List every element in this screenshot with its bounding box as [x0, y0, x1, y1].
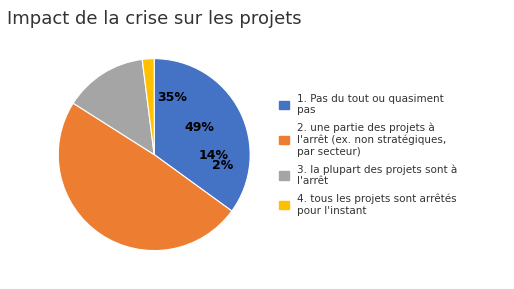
Wedge shape — [154, 59, 250, 211]
Wedge shape — [58, 103, 232, 251]
Text: 14%: 14% — [199, 149, 229, 162]
Text: 2%: 2% — [212, 159, 233, 172]
Title: Impact de la crise sur les projets: Impact de la crise sur les projets — [7, 10, 302, 27]
Text: 49%: 49% — [185, 121, 215, 134]
Text: 35%: 35% — [157, 91, 187, 104]
Legend: 1. Pas du tout ou quasiment
pas, 2. une partie des projets à
l'arrêt (ex. non st: 1. Pas du tout ou quasiment pas, 2. une … — [279, 94, 457, 216]
Wedge shape — [73, 60, 154, 155]
Wedge shape — [142, 59, 154, 155]
